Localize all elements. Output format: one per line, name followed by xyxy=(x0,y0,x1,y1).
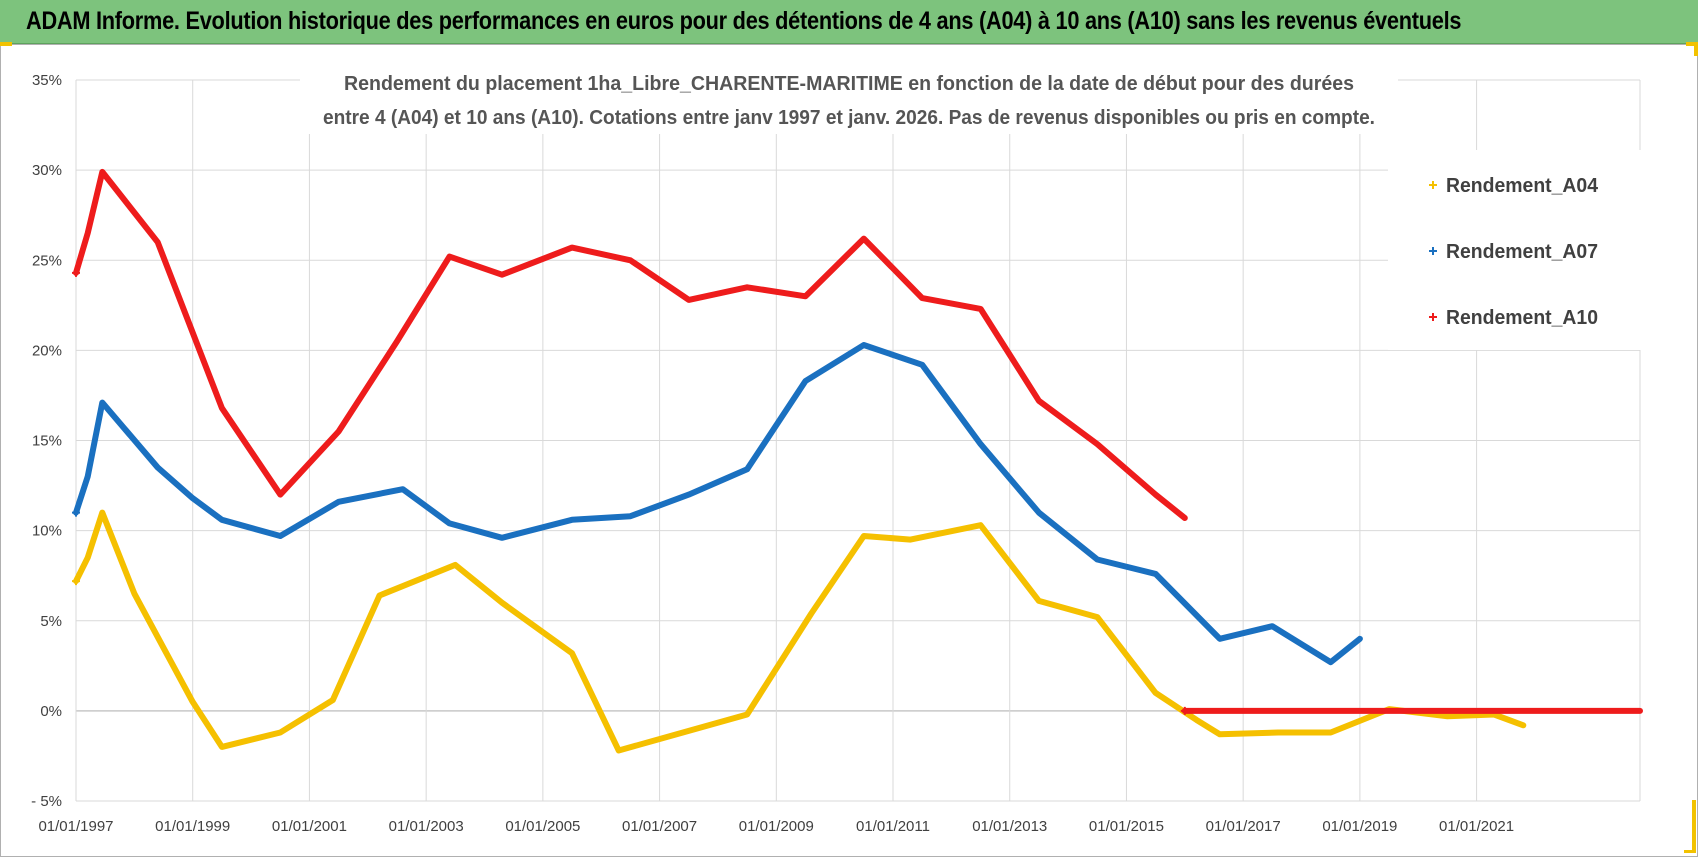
series-start-marker xyxy=(72,577,80,586)
header-banner: ADAM Informe. Evolution historique des p… xyxy=(0,0,1698,44)
y-tick-label: 35% xyxy=(32,72,62,89)
legend-marker xyxy=(1429,181,1437,189)
y-tick-label: 0% xyxy=(40,703,62,720)
y-tick-label: - 5% xyxy=(31,793,62,810)
x-tick-label: 01/01/2017 xyxy=(1206,818,1281,835)
y-tick-label: 30% xyxy=(32,162,62,179)
series-start-marker xyxy=(72,268,80,277)
y-tick-label: 10% xyxy=(32,523,62,540)
corner-marker-top-right-vertical xyxy=(1694,42,1698,56)
corner-marker-bottom-right xyxy=(1692,800,1696,852)
x-tick-label: 01/01/2015 xyxy=(1089,818,1164,835)
legend-label: Rendement_A10 xyxy=(1446,307,1598,329)
corner-marker-top-right xyxy=(1686,42,1698,46)
corner-marker-top-left xyxy=(0,42,12,46)
x-tick-label: 01/01/2009 xyxy=(739,818,814,835)
axis-labels: - 5% 0% 5% 10% 15% 20% 25% 30% 35% 01/01/1997 01/0… xyxy=(31,72,1514,835)
y-tick-label: 5% xyxy=(40,613,62,630)
legend-label: Rendement_A04 xyxy=(1446,175,1599,197)
y-tick-label: 20% xyxy=(32,342,62,359)
x-tick-label: 01/01/1999 xyxy=(155,818,230,835)
x-tick-label: 01/01/2001 xyxy=(272,818,347,835)
x-tick-label: 01/01/2003 xyxy=(389,818,464,835)
series-line-rendement-a04 xyxy=(73,509,1527,754)
page-title: ADAM Informe. Evolution historique des p… xyxy=(26,7,1462,35)
x-tick-label: 01/01/2007 xyxy=(622,818,697,835)
series-line-rendement-a10 xyxy=(73,168,1188,521)
corner-marker-bottom-right-foot xyxy=(1684,850,1696,853)
series-start-marker xyxy=(1180,706,1189,715)
x-tick-label: 01/01/2013 xyxy=(972,818,1047,835)
x-tick-label: 01/01/2011 xyxy=(856,818,930,835)
legend-label: Rendement_A07 xyxy=(1446,241,1598,263)
y-tick-label: 25% xyxy=(32,252,62,269)
series-line-rendement-a07 xyxy=(73,342,1363,666)
x-tick-label: 01/01/2019 xyxy=(1322,818,1397,835)
legend: Rendement_A04 Rendement_A07 Rendement_A10 xyxy=(1429,175,1599,329)
chart-title-line-2: entre 4 (A04) et 10 ans (A10). Cotations… xyxy=(323,107,1375,129)
legend-marker xyxy=(1429,313,1437,321)
series-layer xyxy=(72,168,1643,754)
y-tick-label: 15% xyxy=(32,433,62,450)
chart-title-line-1: Rendement du placement 1ha_Libre_CHARENT… xyxy=(344,73,1354,95)
chart-title-background xyxy=(300,58,1398,134)
x-tick-label: 01/01/2005 xyxy=(505,818,580,835)
series-start-marker xyxy=(72,508,80,517)
x-tick-label: 01/01/1997 xyxy=(38,818,113,835)
x-tick-label: 01/01/2021 xyxy=(1439,818,1514,835)
legend-marker xyxy=(1429,247,1437,255)
